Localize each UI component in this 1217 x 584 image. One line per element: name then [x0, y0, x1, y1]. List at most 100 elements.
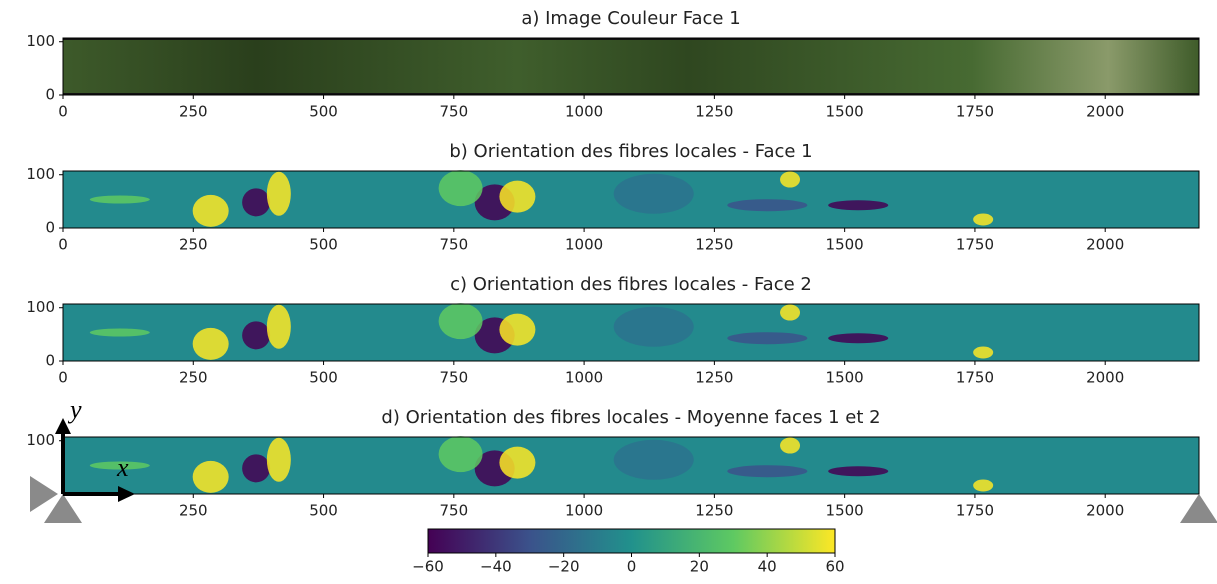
y-tick-label: 100 [26, 165, 55, 183]
colorbar-tick-label: −40 [480, 558, 512, 576]
panel-title: c) Orientation des fibres locales - Face… [450, 274, 812, 295]
y-tick-label: 100 [26, 32, 55, 50]
x-symbol: x⃗ [116, 453, 149, 482]
support [44, 494, 82, 523]
image-feature [438, 170, 483, 207]
x-tick-label: 2000 [1086, 502, 1124, 520]
y-tick-label: 100 [26, 431, 55, 449]
image-feature [89, 461, 150, 470]
image-feature [499, 180, 536, 213]
x-tick-label: 250 [179, 502, 208, 520]
x-tick-label: 0 [58, 369, 68, 387]
colorbar-gradient [428, 529, 835, 553]
panel-title: d) Orientation des fibres locales - Moye… [381, 407, 880, 428]
x-tick-label: 500 [309, 236, 338, 254]
y-tick-label: 0 [45, 352, 55, 370]
panel: c) Orientation des fibres locales - Face… [26, 274, 1200, 387]
x-tick-label: 1750 [956, 369, 994, 387]
image-feature [780, 437, 801, 454]
image-feature [89, 195, 150, 204]
x-tick-label: 250 [179, 369, 208, 387]
image-feature [192, 460, 229, 493]
panel: b) Orientation des fibres locales - Face… [26, 141, 1200, 254]
x-tick-label: 1750 [956, 502, 994, 520]
image-feature [727, 199, 808, 212]
image-feature [192, 327, 229, 360]
support [30, 476, 58, 512]
x-tick-label: 1000 [565, 369, 603, 387]
image-feature [780, 304, 801, 321]
x-tick-label: 750 [440, 103, 469, 121]
x-tick-label: 0 [58, 103, 68, 121]
x-tick-label: 1250 [695, 103, 733, 121]
panel-title: b) Orientation des fibres locales - Face… [449, 141, 812, 162]
image-edge [63, 93, 1199, 95]
image [63, 38, 1199, 95]
image-feature [242, 321, 271, 350]
image-feature [780, 171, 801, 188]
x-tick-label: 1000 [565, 502, 603, 520]
x-tick-label: 2000 [1086, 236, 1124, 254]
x-tick-label: 1250 [695, 502, 733, 520]
colorbar-tick-label: 40 [758, 558, 777, 576]
image-edge [63, 38, 1199, 40]
panel: a) Image Couleur Face 10 250 500 750 1000 125… [26, 8, 1200, 121]
x-tick-label: 1000 [565, 103, 603, 121]
colorbar-tick-label: 0 [627, 558, 637, 576]
colorbar-tick-label: −60 [412, 558, 444, 576]
x-arrow-head [118, 486, 135, 502]
image-feature [727, 332, 808, 345]
x-tick-label: 1500 [826, 103, 864, 121]
x-tick-label: 1500 [826, 502, 864, 520]
x-tick-label: 1750 [956, 103, 994, 121]
image-feature [499, 313, 536, 346]
x-tick-label: 2000 [1086, 369, 1124, 387]
colorbar-tick-label: 20 [690, 558, 709, 576]
image-feature [499, 446, 536, 479]
axes-frame [62, 170, 1200, 229]
colorbar-tick-label: −20 [548, 558, 580, 576]
image-feature [266, 437, 291, 482]
image-feature [266, 171, 291, 216]
image-feature [973, 479, 994, 492]
x-tick-label: 500 [309, 502, 338, 520]
x-tick-label: 250 [179, 103, 208, 121]
colorbar-tick-label: 60 [825, 558, 844, 576]
image-feature [242, 454, 271, 483]
image-feature [266, 304, 291, 349]
y-tick-label: 0 [45, 86, 55, 104]
image-feature [973, 346, 994, 359]
image-feature [438, 436, 483, 473]
image-feature [613, 306, 694, 347]
image-feature [613, 439, 694, 480]
x-tick-label: 1750 [956, 236, 994, 254]
support [1180, 494, 1217, 523]
y-arrow-head [55, 418, 71, 434]
image-feature [828, 466, 889, 477]
x-tick-label: 2000 [1086, 103, 1124, 121]
axes-frame [62, 37, 1200, 96]
image-feature [828, 333, 889, 344]
colorbar: −60 −40 −20 0 20 40 60 [412, 528, 845, 576]
image-feature [973, 213, 994, 226]
x-tick-label: 0 [58, 236, 68, 254]
y-tick-label: 0 [45, 219, 55, 237]
image-feature [242, 188, 271, 217]
x-tick-label: 500 [309, 103, 338, 121]
x-tick-label: 750 [440, 502, 469, 520]
panel-title: a) Image Couleur Face 1 [521, 8, 740, 29]
image-feature [89, 328, 150, 337]
y-symbol: y⃗ [67, 395, 102, 424]
image-feature [613, 173, 694, 214]
x-tick-label: 500 [309, 369, 338, 387]
image-feature [828, 200, 889, 211]
image-feature [727, 465, 808, 478]
x-tick-label: 1250 [695, 236, 733, 254]
y-tick-label: 100 [26, 298, 55, 316]
panel: d) Orientation des fibres locales - Moye… [26, 407, 1200, 520]
x-tick-label: 250 [179, 236, 208, 254]
x-tick-label: 1500 [826, 236, 864, 254]
image-feature [192, 194, 229, 227]
x-tick-label: 1000 [565, 236, 603, 254]
